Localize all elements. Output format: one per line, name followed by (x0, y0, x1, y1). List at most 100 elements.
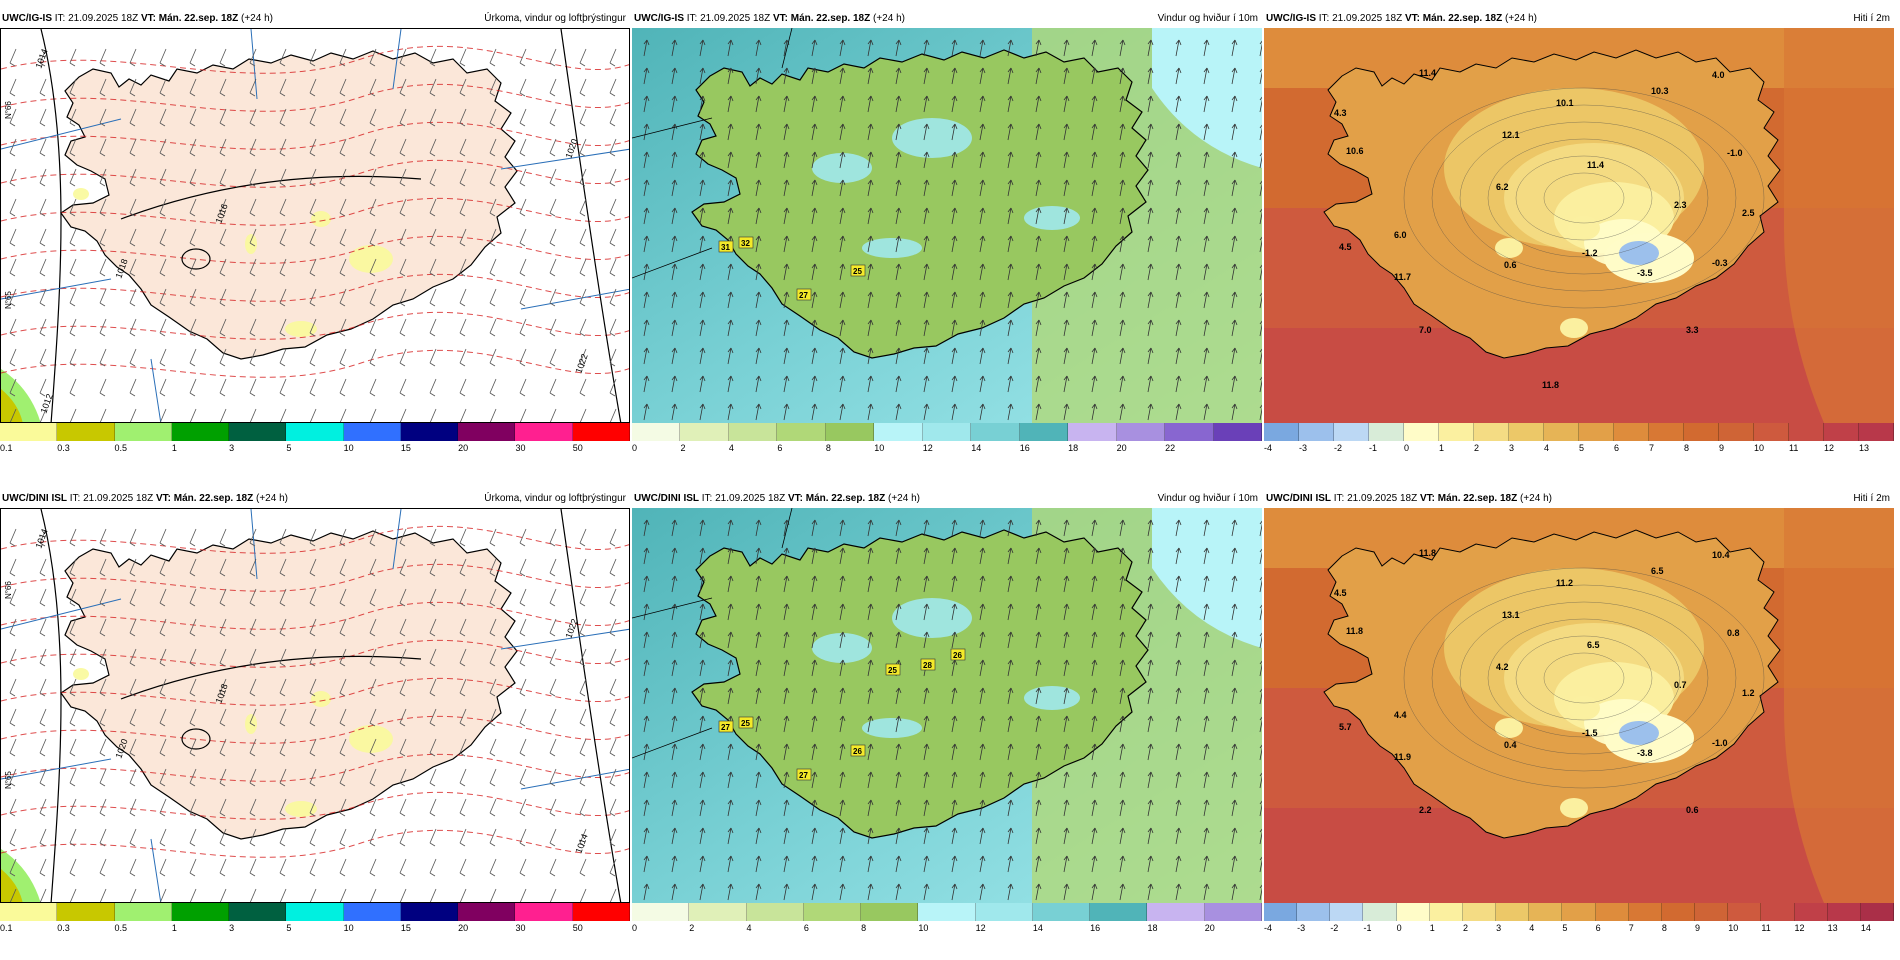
temperature-label: 11.8 (1419, 548, 1436, 558)
colorbar-swatch (1728, 903, 1762, 921)
colorbar-swatch (728, 423, 778, 441)
temperature-label: 4.5 (1339, 242, 1352, 252)
panel-wind-igis: UWC/IG-IS IT: 21.09.2025 18Z VT: Mán. 22… (632, 10, 1263, 480)
temperature-label: 11.9 (1394, 752, 1411, 762)
colorbar-swatch (458, 423, 516, 441)
init-time: IT: 21.09.2025 18Z (54, 13, 139, 24)
gust-label: 25 (888, 666, 897, 675)
colorbar-swatch (1363, 903, 1397, 921)
colorbar-swatch (632, 423, 681, 441)
latitude-label: N°66 (4, 101, 13, 119)
precip-map[interactable]: 1014 1016 1018 1020 1022 1012 N°66 N°65 (0, 28, 630, 423)
colorbar-tick-label: 16 (1090, 923, 1101, 933)
temp-map[interactable]: 11.8 4.5 11.8 13.1 11.2 6.5 10.4 0.8 6.5 4.2 0.7 1.… (1264, 508, 1894, 903)
colorbar-swatch (114, 423, 172, 441)
colorbar-swatch (1562, 903, 1596, 921)
colorbar-tick-label: 9 (1695, 923, 1701, 933)
panel-header: UWC/DINI ISL IT: 21.09.2025 18Z VT: Mán.… (1264, 490, 1894, 508)
colorbar-swatch (1860, 903, 1894, 921)
colorbar-tick-label: 1 (1429, 923, 1435, 933)
temperature-label: -1.0 (1727, 148, 1743, 158)
colorbar-tick-label: 4 (728, 443, 734, 453)
temperature-label: 13.1 (1502, 610, 1520, 620)
colorbar-swatch (343, 423, 401, 441)
panel-title: Vindur og hviður í 10m (1157, 13, 1258, 24)
gust-label-bg (718, 720, 734, 733)
colorbar-tick-label: 4 (746, 923, 752, 933)
colorbar-swatch (0, 423, 58, 441)
panel-precip-igis: UWC/IG-IS IT: 21.09.2025 18Z VT: Mán. 22… (0, 10, 630, 480)
temperature-label: 0.8 (1727, 628, 1740, 638)
colorbar-tick-label: 0.3 (57, 923, 70, 933)
colorbar-swatch (1474, 423, 1509, 441)
temp-map[interactable]: 11.4 4.3 10.6 12.1 10.1 10.3 4.0 -1.0 11.4 6.2 2.3… (1264, 28, 1894, 423)
colorbar-swatch (1789, 423, 1824, 441)
temperature-label: 2.5 (1742, 208, 1755, 218)
colorbar-swatch (1719, 423, 1754, 441)
colorbar-swatches (632, 903, 1262, 921)
colorbar-swatch (1116, 423, 1166, 441)
colorbar-swatch (1297, 903, 1331, 921)
valid-time: VT: Mán. 22.sep. 18Z (155, 493, 254, 504)
lead-time: (+24 h) (256, 493, 288, 504)
colorbar-swatch (458, 903, 516, 921)
temperature-label: 4.4 (1394, 710, 1407, 720)
colorbar-swatch (689, 903, 747, 921)
temperature-label: 2.2 (1419, 805, 1432, 815)
colorbar-tick-label: 20 (1116, 443, 1127, 453)
colorbar-tick-label: 16 (1019, 443, 1030, 453)
lead-time: (+24 h) (888, 493, 920, 504)
colorbar-tick-label: 12 (1794, 923, 1805, 933)
colorbar-swatch (1068, 423, 1117, 441)
colorbar-tick-label: 10 (918, 923, 929, 933)
colorbar-tick-label: 6 (1595, 923, 1601, 933)
colorbar-tick-label: 5 (1579, 443, 1585, 453)
panel-precip-dini: UWC/DINI ISL IT: 21.09.2025 18Z VT: Mán.… (0, 490, 630, 960)
colorbar-swatch (1761, 903, 1795, 921)
colorbar-tick-label: 13 (1859, 443, 1870, 453)
colorbar-swatch (1299, 423, 1334, 441)
colorbar-tick-label: 0 (632, 923, 638, 933)
panel-temp-igis: UWC/IG-IS IT: 21.09.2025 18Z VT: Mán. 22… (1264, 10, 1894, 480)
init-time: IT: 21.09.2025 18Z (69, 493, 154, 504)
init-time: IT: 21.09.2025 18Z (701, 493, 786, 504)
panel-header: UWC/DINI ISL IT: 21.09.2025 18Z VT: Mán.… (0, 490, 630, 508)
colorbar-tick-label: 30 (515, 443, 526, 453)
gust-label: 28 (923, 661, 932, 670)
gust-label-bg (718, 240, 734, 253)
panel-header: UWC/DINI ISL IT: 21.09.2025 18Z VT: Mán.… (632, 490, 1262, 508)
colorbar-tick-label: 50 (572, 443, 583, 453)
colorbar-swatch (1509, 423, 1544, 441)
colorbar-tick-label: 0.5 (114, 923, 128, 933)
temperature-label: 0.6 (1686, 805, 1699, 815)
wind-map[interactable]: 27 25 26 27 25 28 26 (632, 508, 1262, 903)
temperature-label: 7.0 (1419, 325, 1432, 335)
colorbar-tick-label: 18 (1068, 443, 1079, 453)
gust-label: 32 (741, 239, 750, 248)
colorbar-swatch (1396, 903, 1430, 921)
colorbar-ticks: 0.1 0.3 0.5 1 3 5 10 15 20 30 50 (0, 922, 630, 936)
temperature-label: 11.4 (1587, 160, 1604, 170)
temperature-label: 10.6 (1346, 146, 1364, 156)
gust-label: 27 (799, 771, 808, 780)
colorbar-tick-label: 14 (971, 443, 982, 453)
colorbar-tick-label: -1 (1363, 923, 1372, 933)
colorbar-swatch (572, 903, 630, 921)
colorbar-swatch (1684, 423, 1719, 441)
colorbar-tick-label: 2 (1474, 443, 1480, 453)
colorbar-tick-label: 10 (1754, 443, 1765, 453)
gust-label: 26 (953, 651, 962, 660)
colorbar-tick-label: 3 (1496, 923, 1502, 933)
colorbar-tick-label: 3 (229, 923, 235, 933)
gust-label-bg (850, 744, 866, 757)
iceland-landmass (60, 50, 518, 360)
gust-label: 25 (741, 719, 750, 728)
wind-map[interactable]: 31 32 25 27 (632, 28, 1262, 423)
colorbar-tick-label: 22 (1165, 443, 1176, 453)
gust-label: 27 (721, 723, 730, 732)
panel-header: UWC/IG-IS IT: 21.09.2025 18Z VT: Mán. 22… (1264, 10, 1894, 28)
colorbar-swatch (1369, 423, 1404, 441)
precip-map[interactable]: 1014 1018 1020 1022 1014 N°66 N°65 (0, 508, 630, 903)
colorbar-swatch (1628, 903, 1662, 921)
colorbar-swatch (1330, 903, 1364, 921)
